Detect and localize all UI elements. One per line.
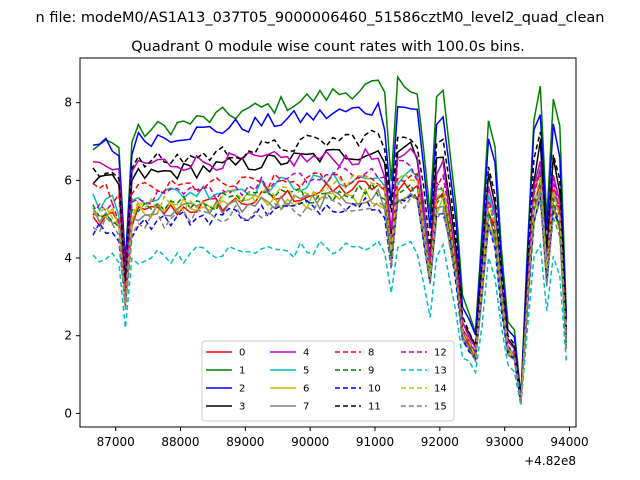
- series-line-11: [92, 129, 568, 400]
- legend-label-10: 10: [368, 384, 381, 395]
- series-line-14: [92, 172, 568, 402]
- y-tick-label: 0: [64, 406, 72, 420]
- legend-label-1: 1: [239, 366, 245, 377]
- series-line-15: [92, 194, 568, 404]
- legend-label-4: 4: [303, 348, 309, 359]
- x-tick-label: 91000: [356, 435, 394, 449]
- chart-title-line2: Quadrant 0 module wise count rates with …: [131, 39, 525, 55]
- legend-label-9: 9: [368, 366, 374, 377]
- legend-label-5: 5: [303, 366, 309, 377]
- x-tick-label: 87000: [97, 435, 135, 449]
- legend-label-3: 3: [239, 402, 245, 413]
- y-tick-label: 2: [64, 329, 72, 343]
- series-line-1: [92, 74, 568, 398]
- legend-label-14: 14: [434, 384, 447, 395]
- legend-label-13: 13: [434, 366, 447, 377]
- x-axis: 87000 88000 89000 90000 91000 92000 93000 94000: [97, 427, 589, 449]
- x-tick-label: 90000: [291, 435, 329, 449]
- series-line-10: [92, 194, 568, 403]
- y-tick-label: 6: [64, 173, 72, 187]
- legend-label-11: 11: [368, 402, 381, 413]
- legend-label-7: 7: [303, 402, 309, 413]
- series-line-9: [92, 180, 568, 402]
- legend-box: [201, 340, 455, 422]
- y-tick-label: 4: [64, 251, 72, 265]
- legend-label-12: 12: [434, 348, 447, 359]
- legend-label-6: 6: [303, 384, 309, 395]
- x-tick-label: 93000: [486, 435, 524, 449]
- series-layer: [92, 74, 568, 406]
- x-tick-label: 94000: [550, 435, 588, 449]
- series-line-13: [92, 239, 568, 406]
- legend-label-15: 15: [434, 402, 447, 413]
- plot-frame: [79, 57, 577, 428]
- x-offset-label: +4.82e8: [524, 454, 576, 468]
- x-tick-label: 88000: [161, 435, 199, 449]
- legend-label-0: 0: [239, 348, 245, 359]
- legend-label-2: 2: [239, 384, 245, 395]
- series-line-2: [92, 101, 568, 399]
- chart-title-line1: n file: modeM0/AS1A13_037T05_9000006460_…: [36, 10, 605, 26]
- x-tick-label: 89000: [226, 435, 264, 449]
- x-tick-label: 92000: [421, 435, 459, 449]
- y-tick-label: 8: [64, 96, 72, 110]
- legend-label-8: 8: [368, 348, 374, 359]
- y-axis: 0 2 4 6 8: [64, 96, 80, 420]
